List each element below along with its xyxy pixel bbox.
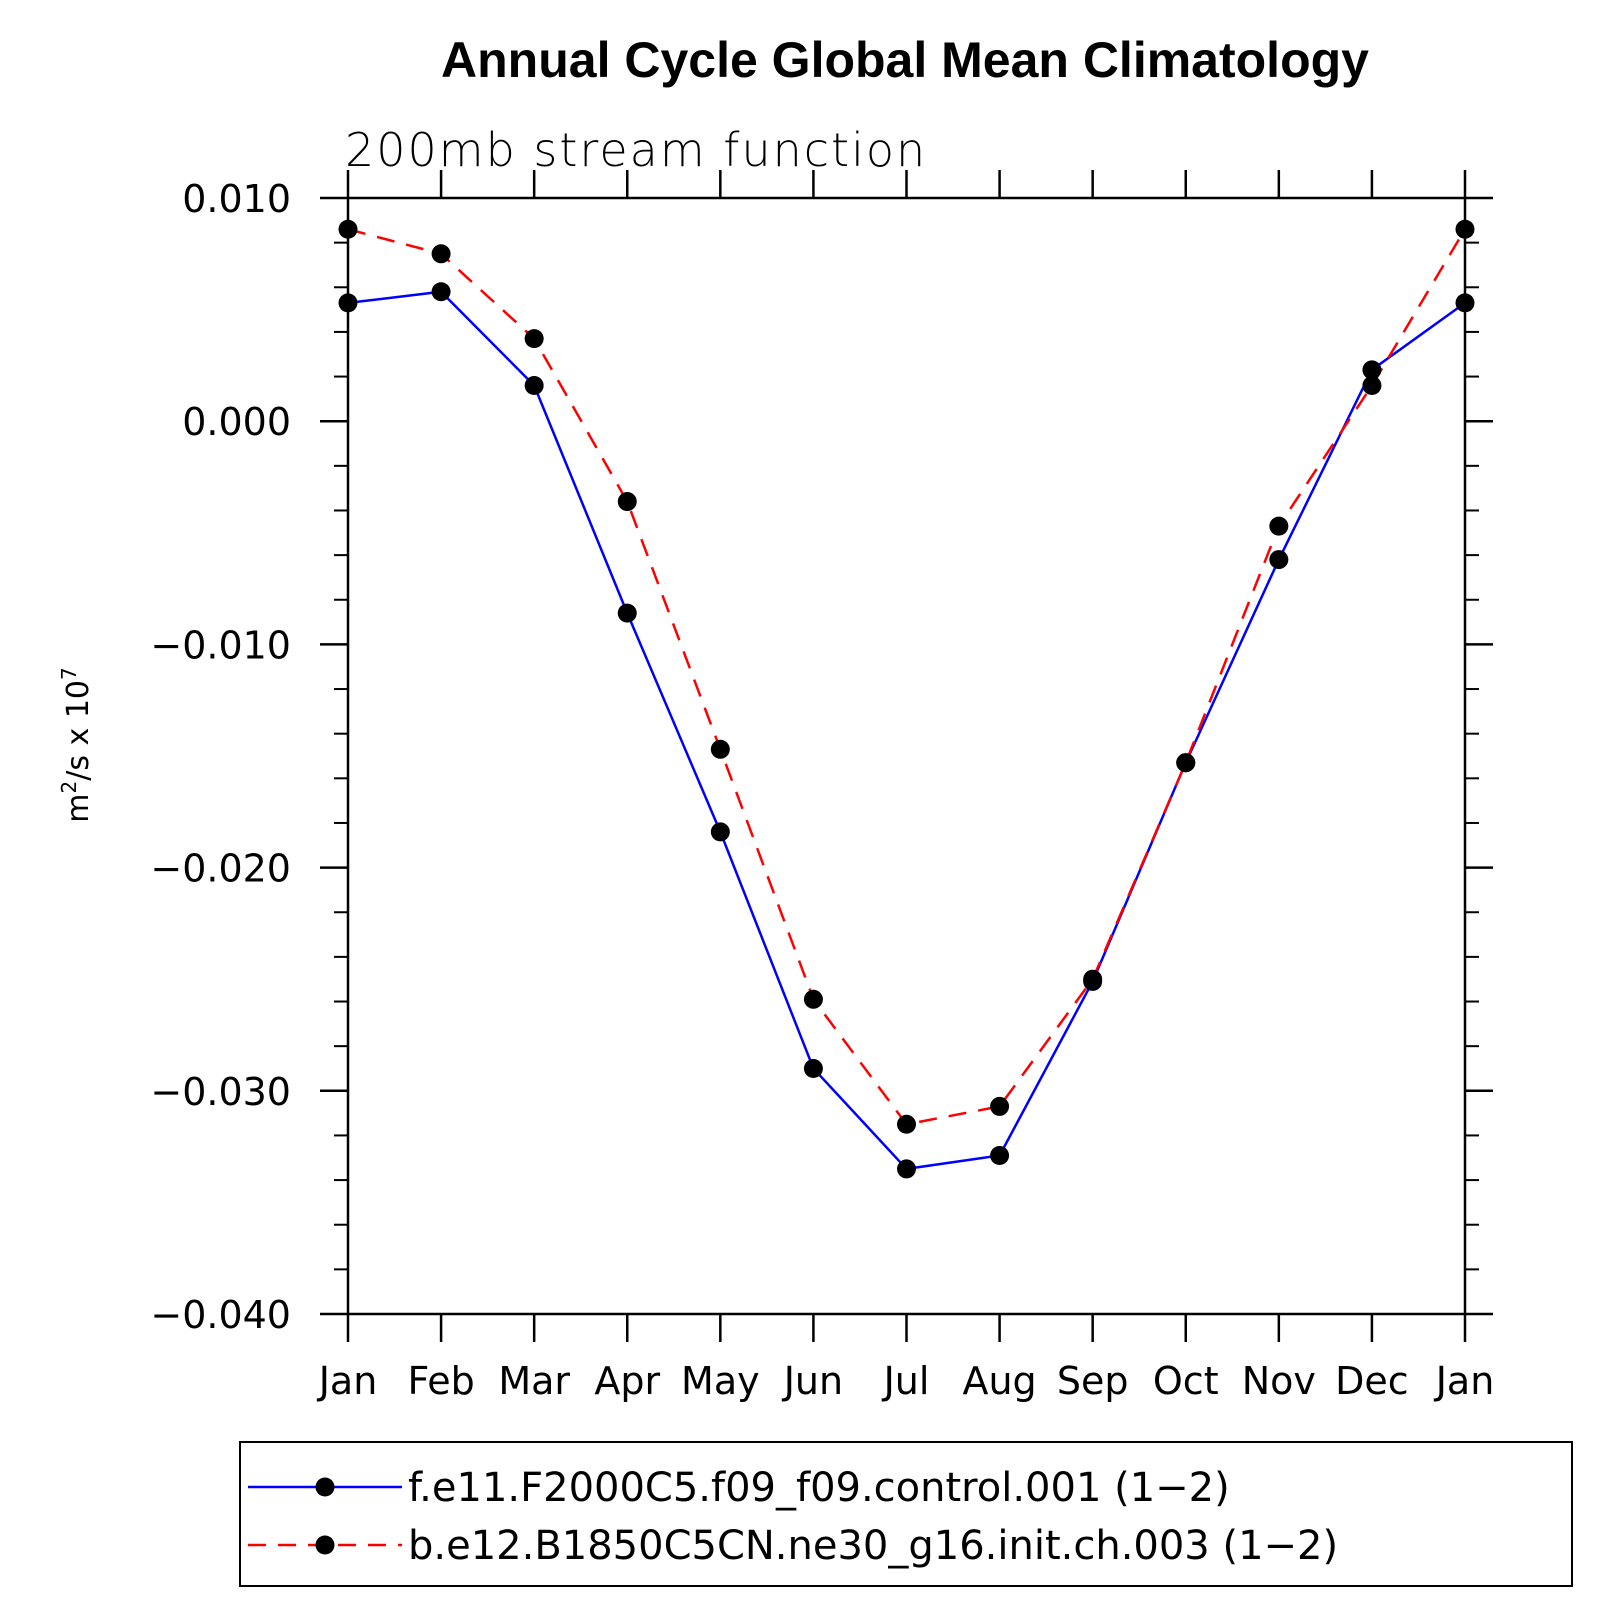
legend-marker-2 [315, 1535, 335, 1555]
y-axis-label-base: m [61, 793, 96, 822]
x-tick-label: Jan [317, 1359, 378, 1403]
x-tick-label: Jul [882, 1359, 930, 1403]
series-line-2 [347, 228, 1467, 1126]
data-point-series-2 [1176, 753, 1196, 773]
y-tick-label: −0.040 [150, 1293, 291, 1337]
data-point-series-2 [1362, 375, 1382, 395]
data-point-series-2 [1455, 219, 1475, 239]
y-axis-label-exp2: 7 [57, 667, 81, 680]
x-tick-label: Apr [594, 1359, 660, 1403]
data-point-series-2 [617, 492, 637, 512]
y-axis-label: m2/s x 107 [57, 667, 96, 822]
data-point-series-1 [1269, 550, 1289, 570]
y-axis-label-rest: /s x 10 [61, 680, 96, 781]
data-point-series-1 [617, 603, 637, 623]
data-point-series-1 [897, 1159, 916, 1179]
y-tick-label: −0.020 [150, 847, 291, 891]
x-tick-label: Jun [782, 1359, 843, 1403]
data-point-series-2 [897, 1114, 916, 1134]
data-point-series-1 [338, 293, 358, 313]
data-point-series-2 [431, 244, 451, 264]
chart-subtitle: 200mb stream function [345, 123, 927, 177]
data-point-series-1 [524, 375, 544, 395]
data-point-series-1 [1455, 293, 1475, 313]
y-tick-label: −0.030 [150, 1070, 291, 1114]
axes: Jan Feb Mar Apr May Jun Jul Aug Sep Oct Nov Dec Jan 0… [150, 170, 1494, 1403]
y-tick-label: −0.010 [150, 623, 291, 667]
data-point-series-2 [990, 1096, 1010, 1116]
data-point-series-1 [803, 1058, 823, 1078]
x-tick-label: Dec [1335, 1359, 1409, 1403]
data-point-series-1 [710, 822, 730, 842]
data-point-series-2 [338, 219, 358, 239]
chart-title: Annual Cycle Global Mean Climatology [441, 32, 1369, 88]
x-tick-label: Sep [1057, 1359, 1129, 1403]
legend-label-1: f.e11.F2000C5.f09_f09.control.001 (1−2) [408, 1465, 1230, 1511]
series-line-1 [347, 290, 1466, 1171]
legend-label-2: b.e12.B1850C5CN.ne30_g16.init.ch.003 (1−… [408, 1523, 1338, 1569]
legend: f.e11.F2000C5.f09_f09.control.001 (1−2) b… [239, 1441, 1573, 1587]
data-point-series-2 [1269, 516, 1289, 536]
svg-text:m2/s x 107: m2/s x 107 [57, 667, 96, 822]
x-tick-label: Mar [498, 1359, 570, 1403]
data-point-series-2 [1083, 969, 1103, 989]
legend-box [239, 1441, 1573, 1587]
y-tick-label: 0.010 [182, 177, 291, 221]
x-tick-label: May [681, 1359, 760, 1403]
data-point-series-1 [431, 282, 451, 302]
x-tick-label: Oct [1153, 1359, 1219, 1403]
y-axis-label-exp: 2 [57, 781, 81, 794]
data-point-series-1 [990, 1146, 1010, 1166]
series-layer [338, 219, 1475, 1179]
data-point-series-2 [524, 329, 544, 349]
data-point-series-2 [710, 739, 730, 759]
legend-marker-1 [315, 1477, 335, 1497]
x-tick-label: Aug [962, 1359, 1036, 1403]
x-tick-label: Jan [1434, 1359, 1495, 1403]
data-point-series-2 [803, 989, 823, 1009]
y-tick-label: 0.000 [182, 400, 291, 444]
x-tick-label: Nov [1242, 1359, 1316, 1403]
x-tick-label: Feb [407, 1359, 474, 1403]
data-point-series-1 [1362, 360, 1382, 380]
